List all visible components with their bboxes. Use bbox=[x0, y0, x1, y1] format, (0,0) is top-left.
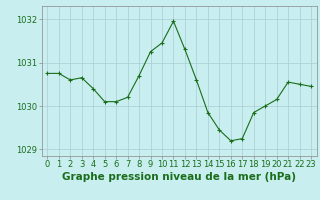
X-axis label: Graphe pression niveau de la mer (hPa): Graphe pression niveau de la mer (hPa) bbox=[62, 172, 296, 182]
